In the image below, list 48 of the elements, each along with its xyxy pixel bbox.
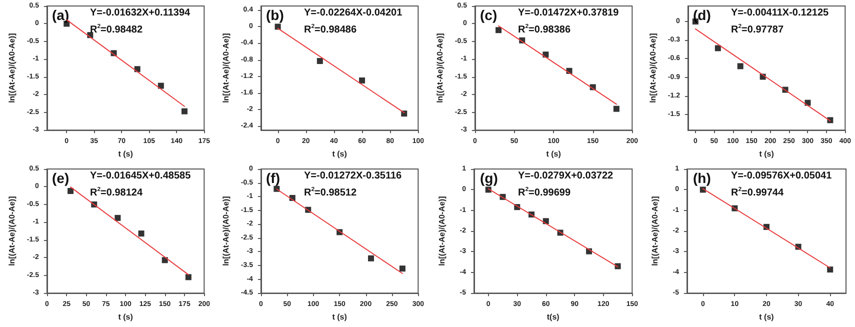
point [399,266,406,272]
point [158,82,164,89]
x-axis-title: t (s) [759,150,774,158]
y-axis-title: ln[(At-Ae)/(A0-Ae)] [648,32,658,103]
point [274,24,281,30]
annotation: Y=-0.01632X+0.11394 [90,8,191,18]
point [114,214,121,221]
chart-title: (c) [480,7,497,23]
y-axis-title: ln[(At-Ae)/(A0-Ae)] [8,196,16,266]
point [738,63,744,70]
annotation: Y=-0.00411X-0.12125 [731,8,830,18]
point [138,230,144,237]
chart-title: (e) [52,170,70,186]
chart-title: (b) [266,7,284,23]
point [368,255,374,262]
y-axis-title: ln[(At-Ae)/(A0-Ae)] [8,32,16,103]
chart-title: (h) [693,170,712,186]
point [316,58,323,64]
annotation: Y=-0.09576X+0.05041 [731,170,832,182]
point [495,27,502,34]
x-axis-title: t (s) [118,150,134,158]
x-axis-title: t (s) [332,312,347,322]
point [612,106,619,112]
annotation: Y=-0.01645X+0.48585 [90,170,192,182]
y-axis-title: ln[(At-Ae)/(A0-Ae)] [221,196,230,266]
y-axis-title: ln[(At-Ae)/(A0-Ae)] [435,32,444,103]
annotation: Y=-0.02264X-0.04201 [304,8,402,18]
annotation: Y=-0.01272X-0.35116 [304,170,402,182]
y-axis-title: ln[(At-Ae)/(A0-Ae)] [650,196,660,266]
x-axis-title: t (s) [332,150,347,158]
x-axis-title: t (s) [118,312,134,322]
y-axis-title: ln[(At-Ae)/(A0-Ae)] [221,32,230,103]
point [715,45,722,52]
point [185,274,192,280]
x-axis-title: t (s) [546,150,561,158]
y-axis-title: ln[(At-Ae)/(A0-Ae)] [437,196,446,266]
annotation: Y=-0.0279X+0.03722 [518,170,614,182]
chart-title: (d) [693,7,712,23]
x-axis-title: t(s) [546,312,560,322]
chart-title: (f) [266,170,280,186]
chart-title: (a) [52,7,70,23]
point [68,188,74,194]
chart-title: (g) [480,170,498,186]
x-axis-title: t (s) [759,312,774,322]
point [358,77,365,84]
point [182,108,188,114]
point [827,266,834,273]
annotation: Y=-0.01472X+0.37819 [518,8,619,18]
